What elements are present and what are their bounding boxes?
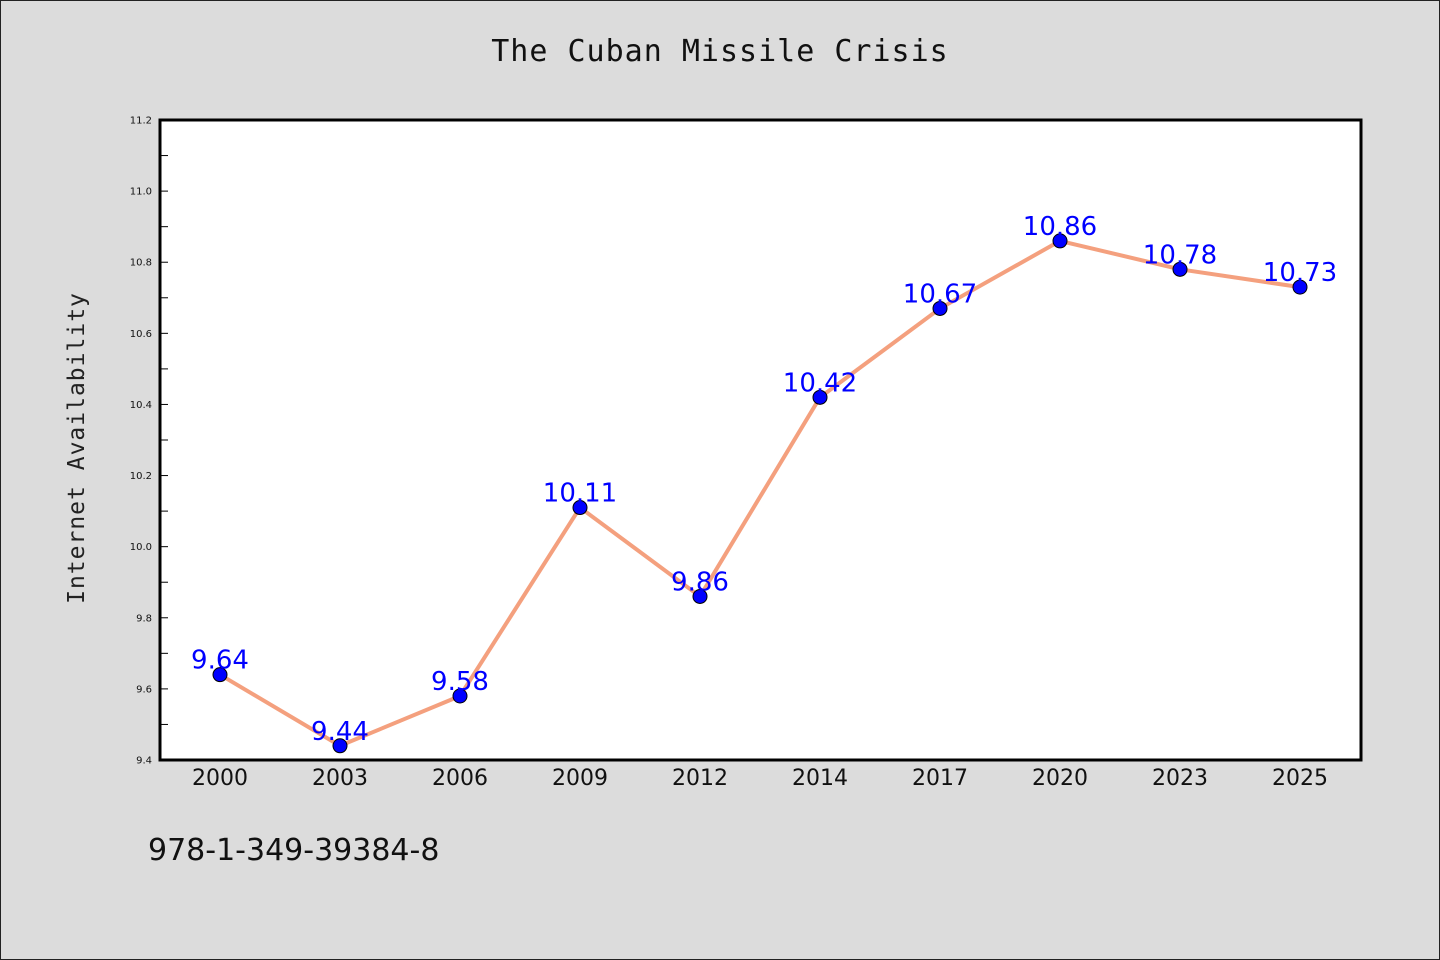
y-axis: 9.4 9.6 9.8 10.0 10.2 10.4 10.6 10.8 11.0 11.2 (130, 116, 168, 767)
data-label: 10.67 (903, 279, 977, 309)
series-layer: 9.64 9.44 9.58 10.11 9.86 10.42 10.67 10.86 10.7… (191, 212, 1337, 754)
x-tick-label: 2020 (1032, 766, 1088, 791)
y-tick-label: 9.8 (136, 613, 152, 624)
footer-code: 978-1-349-39384-8 (148, 833, 440, 868)
data-label: 10.86 (1023, 212, 1097, 242)
y-tick-label: 10.0 (130, 542, 152, 553)
series-line (218, 238, 1302, 748)
chart-title: The Cuban Missile Crisis (491, 34, 949, 69)
data-point (572, 500, 588, 516)
data-point (692, 588, 708, 604)
data-point (212, 667, 228, 683)
data-label: 10.42 (783, 368, 857, 398)
data-point (332, 738, 348, 754)
data-point (1052, 233, 1068, 249)
data-point (452, 688, 468, 704)
x-tick-label: 2023 (1152, 766, 1208, 791)
data-label: 9.86 (671, 567, 729, 597)
x-tick-label: 2012 (672, 766, 728, 791)
x-axis: 2000 2003 2006 2009 2012 2014 2017 2020 2023 2025 (192, 766, 1328, 791)
data-label: 9.58 (431, 667, 489, 697)
data-label: 10.73 (1263, 258, 1337, 288)
data-label: 10.11 (543, 479, 617, 509)
data-label: 9.64 (191, 646, 249, 676)
y-tick-label: 10.2 (130, 471, 152, 482)
x-tick-label: 2009 (552, 766, 608, 791)
y-tick-label: 11.2 (130, 116, 152, 127)
x-tick-label: 2017 (912, 766, 968, 791)
y-tick-label: 10.8 (130, 258, 152, 269)
y-tick-label: 11.0 (130, 187, 152, 198)
y-tick-label: 9.4 (136, 756, 152, 767)
data-point (812, 389, 828, 405)
plot-area (158, 118, 1363, 762)
data-point (1172, 261, 1188, 277)
y-tick-label: 10.6 (130, 329, 152, 340)
data-label: 9.44 (311, 717, 369, 747)
data-label: 10.78 (1143, 240, 1217, 270)
x-tick-label: 2000 (192, 766, 248, 791)
x-tick-label: 2003 (312, 766, 368, 791)
data-point (1292, 279, 1308, 295)
x-tick-label: 2014 (792, 766, 848, 791)
x-tick-label: 2006 (432, 766, 488, 791)
x-tick-label: 2025 (1272, 766, 1328, 791)
y-tick-label: 10.4 (130, 400, 152, 411)
data-point (932, 300, 948, 316)
y-tick-label: 9.6 (136, 684, 152, 695)
